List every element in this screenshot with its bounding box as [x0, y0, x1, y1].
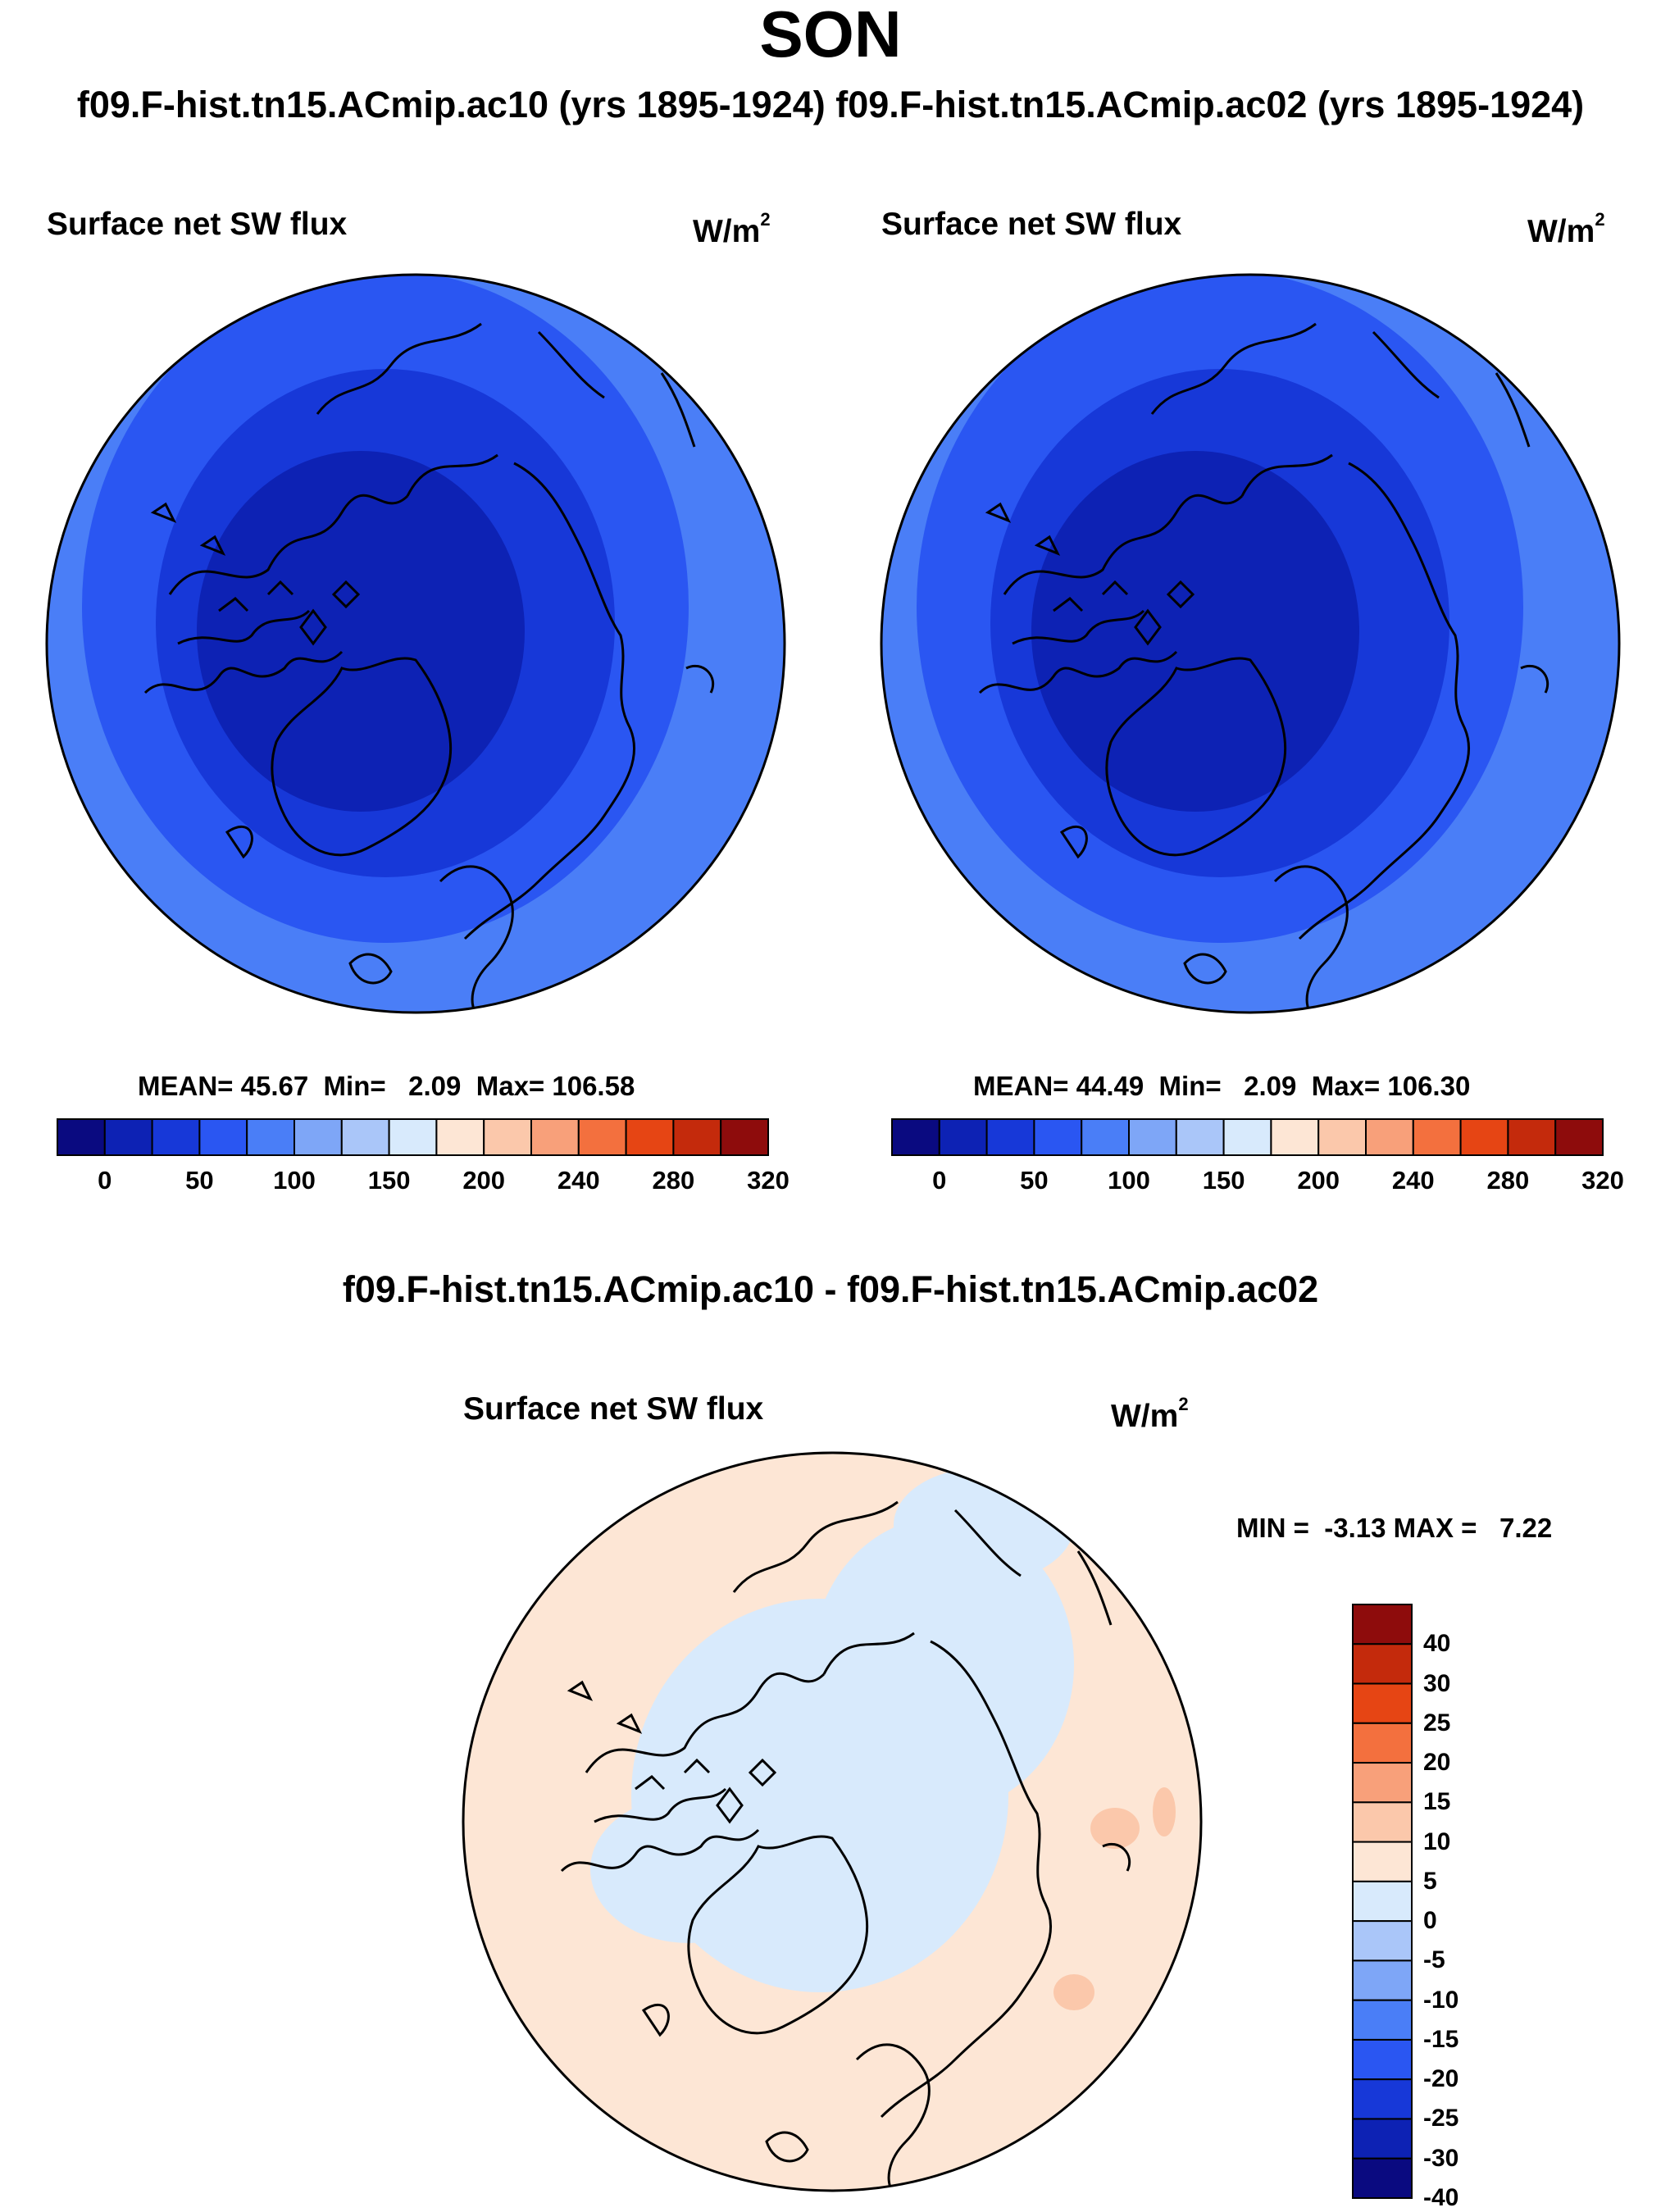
panel-1-title: Surface net SW flux [47, 207, 348, 242]
panel-2-title: Surface net SW flux [881, 207, 1182, 242]
colorbar-box [483, 1118, 533, 1156]
colorbar-box [1352, 1959, 1413, 2001]
colorbar-tick-label: 150 [1202, 1166, 1245, 1195]
colorbar-tick-label: 240 [1391, 1166, 1435, 1195]
colorbar-tick-label: 25 [1423, 1709, 1451, 1736]
colorbar-box [1412, 1118, 1462, 1156]
colorbar-box [435, 1118, 485, 1156]
colorbar-tick-label: -40 [1423, 2184, 1459, 2211]
colorbar-box [294, 1118, 343, 1156]
colorbar-tick-label: 320 [1581, 1166, 1624, 1195]
panel-2-map [881, 275, 1619, 1013]
colorbar-box [985, 1118, 1035, 1156]
figure-title: SON [759, 0, 902, 71]
colorbar-tick-label: 10 [1423, 1827, 1451, 1855]
colorbar-box [1352, 2118, 1413, 2160]
colorbar-box [1352, 1999, 1413, 2041]
colorbar-tick-label: 0 [1423, 1907, 1437, 1935]
colorbar-box [720, 1118, 770, 1156]
colorbar-tick-label: 40 [1423, 1630, 1451, 1658]
colorbar-box [672, 1118, 722, 1156]
colorbar-box [1352, 1643, 1413, 1685]
colorbar-box [1507, 1118, 1557, 1156]
colorbar-tick-label: 280 [1486, 1166, 1530, 1195]
colorbar-box [340, 1118, 390, 1156]
colorbar-box [1128, 1118, 1177, 1156]
colorbar-tick-label: 30 [1423, 1669, 1451, 1697]
colorbar-tick-label: -30 [1423, 2144, 1459, 2172]
colorbar-box [1352, 1841, 1413, 1882]
colorbar-tick-label: -25 [1423, 2105, 1459, 2132]
colorbar-box [1270, 1118, 1320, 1156]
diff-figure-title: f09.F-hist.tn15.ACmip.ac10 - f09.F-hist.… [342, 1268, 1319, 1310]
colorbar-box [198, 1118, 248, 1156]
colorbar-box [1352, 1801, 1413, 1843]
panel-2-stats: MEAN= 44.49 Min= 2.09 Max= 106.30 [973, 1071, 1471, 1101]
panel-1-map [47, 275, 785, 1013]
colorbar-box [1352, 1604, 1413, 1645]
colorbar-tick-label: 100 [1108, 1166, 1150, 1195]
colorbar-box [1352, 1762, 1413, 1804]
colorbar-box [151, 1118, 201, 1156]
colorbar-tick-label: 280 [652, 1166, 695, 1195]
colorbar-box [1352, 1920, 1413, 1962]
panel-2-units: W/m2 [1527, 209, 1605, 249]
colorbar-tick-label: 0 [932, 1166, 947, 1195]
panel-1-colorbar [57, 1118, 770, 1156]
colorbar-box [1554, 1118, 1604, 1156]
colorbar-tick-label: -20 [1423, 2065, 1459, 2093]
diff-stats: MIN = -3.13 MAX = 7.22 [1236, 1513, 1553, 1543]
colorbar-box [1352, 2038, 1413, 2081]
colorbar-tick-label: 200 [462, 1166, 506, 1195]
panel-1-units: W/m2 [693, 209, 771, 249]
colorbar-box [1352, 2078, 1413, 2120]
colorbar-box [57, 1118, 106, 1156]
colorbar-tick-label: 240 [557, 1166, 600, 1195]
colorbar-box [1352, 1682, 1413, 1724]
colorbar-box [388, 1118, 438, 1156]
colorbar-box [1033, 1118, 1083, 1156]
colorbar-tick-label: 100 [273, 1166, 316, 1195]
colorbar-box [1317, 1118, 1367, 1156]
colorbar-box [577, 1118, 627, 1156]
panel-1-stats: MEAN= 45.67 Min= 2.09 Max= 106.58 [138, 1071, 635, 1101]
colorbar-box [1352, 1880, 1413, 1923]
diff-panel-title: Surface net SW flux [463, 1391, 764, 1427]
colorbar-tick-label: 50 [185, 1166, 214, 1195]
colorbar-tick-label: 0 [98, 1166, 112, 1195]
colorbar-tick-label: -10 [1423, 1986, 1459, 2014]
colorbar-box [938, 1118, 988, 1156]
colorbar-box [625, 1118, 675, 1156]
colorbar-tick-label: 50 [1020, 1166, 1049, 1195]
colorbar-box [1365, 1118, 1414, 1156]
colorbar-tick-label: 150 [367, 1166, 411, 1195]
colorbar-box [1352, 2157, 1413, 2200]
diff-panel-units: W/m2 [1111, 1394, 1189, 1434]
colorbar-box [530, 1118, 580, 1156]
diff-map [463, 1453, 1201, 2191]
colorbar-tick-label: 15 [1423, 1788, 1451, 1816]
colorbar-tick-label: 320 [747, 1166, 790, 1195]
diff-colorbar [1352, 1604, 1413, 2200]
colorbar-box [1175, 1118, 1225, 1156]
panel-2-colorbar [891, 1118, 1604, 1156]
colorbar-box [246, 1118, 296, 1156]
colorbar-tick-label: -5 [1423, 1946, 1445, 1974]
colorbar-box [891, 1118, 940, 1156]
colorbar-box [1459, 1118, 1509, 1156]
colorbar-tick-label: 5 [1423, 1867, 1437, 1895]
colorbar-box [1222, 1118, 1272, 1156]
colorbar-box [103, 1118, 153, 1156]
colorbar-tick-label: -15 [1423, 2025, 1459, 2053]
figure-subtitle: f09.F-hist.tn15.ACmip.ac10 (yrs 1895-192… [76, 84, 1585, 125]
colorbar-box [1081, 1118, 1130, 1156]
colorbar-box [1352, 1722, 1413, 1764]
colorbar-tick-label: 200 [1297, 1166, 1340, 1195]
colorbar-tick-label: 20 [1423, 1749, 1451, 1777]
